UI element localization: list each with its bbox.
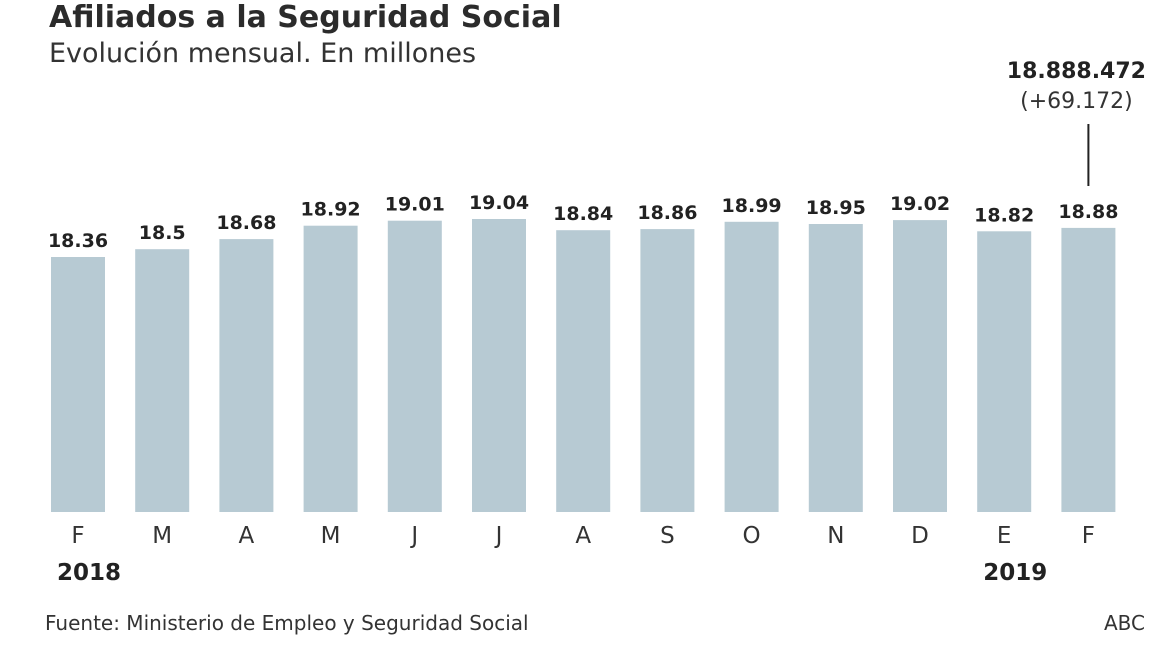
bar-6 <box>556 230 611 512</box>
value-label-12: 18.88 <box>1058 201 1118 223</box>
month-label-5: J <box>494 523 503 549</box>
source-note: Fuente: Ministerio de Empleo y Seguridad… <box>45 611 529 635</box>
bar-8 <box>724 221 779 513</box>
bar-10 <box>893 220 947 512</box>
year-label-1: 2019 <box>983 560 1047 586</box>
bar-9 <box>808 224 863 512</box>
bar-2 <box>219 239 274 512</box>
value-label-0: 18.36 <box>48 230 108 252</box>
value-label-2: 18.68 <box>216 212 276 234</box>
chart-subtitle: Evolución mensual. En millones <box>49 38 477 69</box>
month-label-3: M <box>321 523 341 549</box>
month-label-4: J <box>409 523 418 549</box>
value-label-3: 18.92 <box>301 199 361 221</box>
bar-12 <box>1061 227 1116 512</box>
bar-3 <box>303 225 358 512</box>
month-label-6: A <box>575 523 591 549</box>
bar-11 <box>977 231 1032 513</box>
chart-title: Afiliados a la Seguridad Social <box>49 0 562 35</box>
month-label-1: M <box>152 523 172 549</box>
callout-value: 18.888.472 <box>1007 59 1146 84</box>
value-label-5: 19.04 <box>469 192 529 214</box>
brand-label: ABC <box>1103 611 1145 635</box>
value-label-1: 18.5 <box>139 222 186 244</box>
value-label-7: 18.86 <box>637 202 697 224</box>
month-label-2: A <box>239 523 255 549</box>
callout-change: (+69.172) <box>1020 89 1133 114</box>
bar-7 <box>640 229 695 512</box>
month-label-9: N <box>827 523 844 549</box>
year-label-0: 2018 <box>57 560 121 586</box>
value-label-4: 19.01 <box>385 194 445 216</box>
bar-0 <box>51 257 105 512</box>
month-label-11: E <box>997 523 1012 549</box>
value-label-6: 18.84 <box>553 203 613 225</box>
bar-4 <box>387 220 442 512</box>
value-label-10: 19.02 <box>890 193 950 215</box>
value-label-9: 18.95 <box>806 197 866 219</box>
month-label-10: D <box>911 523 929 549</box>
bar-5 <box>472 219 526 512</box>
month-label-7: S <box>660 523 675 549</box>
month-label-12: F <box>1082 523 1095 549</box>
value-label-8: 18.99 <box>722 195 782 217</box>
month-label-0: F <box>71 523 84 549</box>
value-label-11: 18.82 <box>974 204 1034 226</box>
month-label-8: O <box>743 523 761 549</box>
bar-1 <box>135 249 190 512</box>
